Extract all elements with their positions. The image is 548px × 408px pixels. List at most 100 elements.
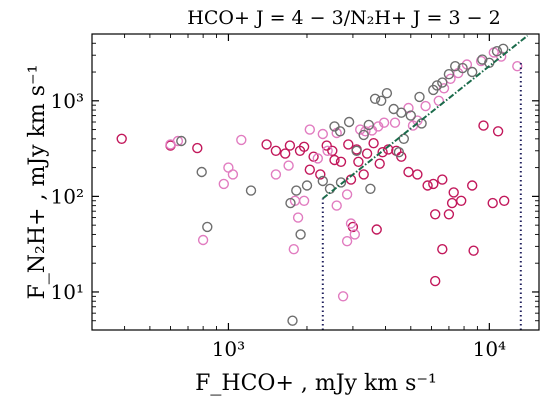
data-point-s0-4 bbox=[270, 145, 282, 157]
data-point-s1-4 bbox=[218, 178, 230, 190]
data-point-s2-6 bbox=[287, 315, 298, 326]
data-point-s2-38 bbox=[365, 183, 376, 195]
data-point-s0-27 bbox=[315, 169, 326, 180]
data-point-s1-21 bbox=[331, 200, 342, 211]
data-point-s1-30 bbox=[433, 95, 444, 107]
data-point-s2-12 bbox=[334, 126, 346, 137]
data-point-s0-13 bbox=[343, 139, 354, 150]
data-point-s1-42 bbox=[312, 153, 323, 164]
data-point-s0-32 bbox=[437, 174, 448, 185]
data-point-s0-42 bbox=[430, 209, 441, 220]
data-point-s1-10 bbox=[298, 195, 310, 207]
y-tick-label-0: 10¹ bbox=[51, 280, 84, 304]
data-point-s2-32 bbox=[491, 46, 503, 57]
reference-line-2 bbox=[322, 34, 529, 200]
y-tick-label-1: 10² bbox=[51, 184, 84, 208]
data-point-s0-34 bbox=[456, 195, 467, 207]
data-point-s2-13 bbox=[343, 116, 355, 128]
data-point-s0-31 bbox=[428, 178, 439, 190]
data-point-s1-27 bbox=[403, 102, 414, 114]
data-point-s1-7 bbox=[270, 169, 282, 180]
data-point-s0-3 bbox=[261, 139, 272, 150]
data-point-s2-14 bbox=[351, 145, 362, 157]
data-point-s2-2 bbox=[202, 221, 213, 233]
data-point-s2-9 bbox=[317, 175, 328, 187]
data-point-s0-41 bbox=[443, 209, 455, 220]
data-point-s2-16 bbox=[363, 119, 374, 131]
data-point-s0-17 bbox=[377, 146, 388, 158]
data-point-s1-11 bbox=[292, 212, 304, 223]
data-point-s0-29 bbox=[412, 169, 423, 180]
data-point-s2-0 bbox=[176, 135, 187, 147]
data-point-s2-19 bbox=[381, 87, 393, 99]
data-point-s2-15 bbox=[358, 129, 369, 141]
data-point-s2-29 bbox=[467, 66, 478, 78]
data-point-s0-43 bbox=[437, 243, 448, 255]
data-point-s0-2 bbox=[192, 142, 203, 154]
data-point-s0-21 bbox=[403, 166, 414, 178]
data-point-s1-32 bbox=[445, 73, 456, 85]
data-point-s2-22 bbox=[405, 110, 416, 121]
data-point-s1-26 bbox=[389, 117, 401, 128]
data-point-s2-28 bbox=[457, 62, 468, 74]
data-point-s0-10 bbox=[321, 140, 332, 151]
data-point-s2-34 bbox=[431, 80, 443, 91]
chart-title: HCO+ J = 4 − 3/N₂H+ J = 3 − 2 bbox=[187, 7, 500, 29]
data-point-s0-37 bbox=[492, 126, 504, 137]
data-point-s0-22 bbox=[374, 158, 385, 169]
data-point-s0-40 bbox=[446, 197, 458, 209]
data-point-s2-1 bbox=[196, 166, 207, 178]
data-point-s1-24 bbox=[341, 235, 353, 247]
data-point-s0-26 bbox=[329, 154, 340, 166]
y-axis-label: F_N₂H+ , mJy km s⁻¹ bbox=[25, 65, 50, 300]
data-point-s0-47 bbox=[430, 275, 441, 287]
data-point-s2-27 bbox=[450, 60, 461, 72]
data-point-s2-39 bbox=[335, 177, 347, 188]
data-point-s2-5 bbox=[291, 185, 302, 196]
plot-marks bbox=[116, 34, 529, 330]
data-point-s2-33 bbox=[498, 43, 509, 54]
data-point-s0-39 bbox=[499, 195, 510, 207]
data-point-s0-45 bbox=[371, 224, 382, 235]
data-point-s0-38 bbox=[487, 197, 498, 209]
axis-ticks: 10³ 10⁴ 10¹ 10² 10³ bbox=[51, 33, 539, 361]
data-point-s1-8 bbox=[283, 160, 294, 171]
data-point-s1-25 bbox=[337, 291, 349, 302]
data-point-s1-14 bbox=[317, 128, 328, 140]
data-point-s0-28 bbox=[304, 164, 315, 175]
data-point-s1-40 bbox=[378, 117, 390, 128]
data-point-s0-33 bbox=[448, 187, 459, 198]
data-point-s1-16 bbox=[355, 124, 366, 135]
data-point-s2-25 bbox=[437, 77, 448, 88]
data-point-s2-17 bbox=[369, 93, 381, 105]
data-point-s1-6 bbox=[236, 134, 247, 146]
data-point-s1-12 bbox=[288, 243, 299, 255]
data-point-s0-0 bbox=[116, 133, 127, 145]
data-point-s2-26 bbox=[443, 68, 455, 80]
data-point-s0-15 bbox=[361, 148, 373, 159]
data-point-s1-1 bbox=[165, 139, 176, 150]
data-point-s1-13 bbox=[304, 124, 315, 135]
data-point-s0-44 bbox=[468, 245, 479, 256]
data-point-s1-20 bbox=[341, 189, 353, 200]
data-point-s1-5 bbox=[197, 234, 209, 246]
data-point-s2-4 bbox=[285, 197, 296, 209]
data-point-s0-12 bbox=[335, 156, 347, 168]
data-point-s1-22 bbox=[345, 218, 357, 229]
data-point-s1-23 bbox=[349, 229, 360, 240]
data-point-s1-31 bbox=[438, 83, 450, 94]
y-tick-label-2: 10³ bbox=[51, 89, 84, 113]
data-point-s2-7 bbox=[295, 229, 306, 240]
data-point-s0-6 bbox=[284, 140, 296, 151]
data-point-s0-16 bbox=[368, 137, 379, 149]
data-point-s0-25 bbox=[353, 156, 364, 168]
data-point-s2-35 bbox=[414, 91, 425, 103]
data-point-s0-5 bbox=[280, 148, 291, 159]
data-point-s0-8 bbox=[298, 141, 310, 153]
data-point-s2-37 bbox=[393, 146, 405, 158]
data-point-s1-41 bbox=[322, 145, 333, 157]
data-point-s2-18 bbox=[376, 95, 387, 107]
x-axis-label: F_HCO+ , mJy km s⁻¹ bbox=[195, 371, 437, 396]
data-point-s1-3 bbox=[227, 169, 239, 180]
